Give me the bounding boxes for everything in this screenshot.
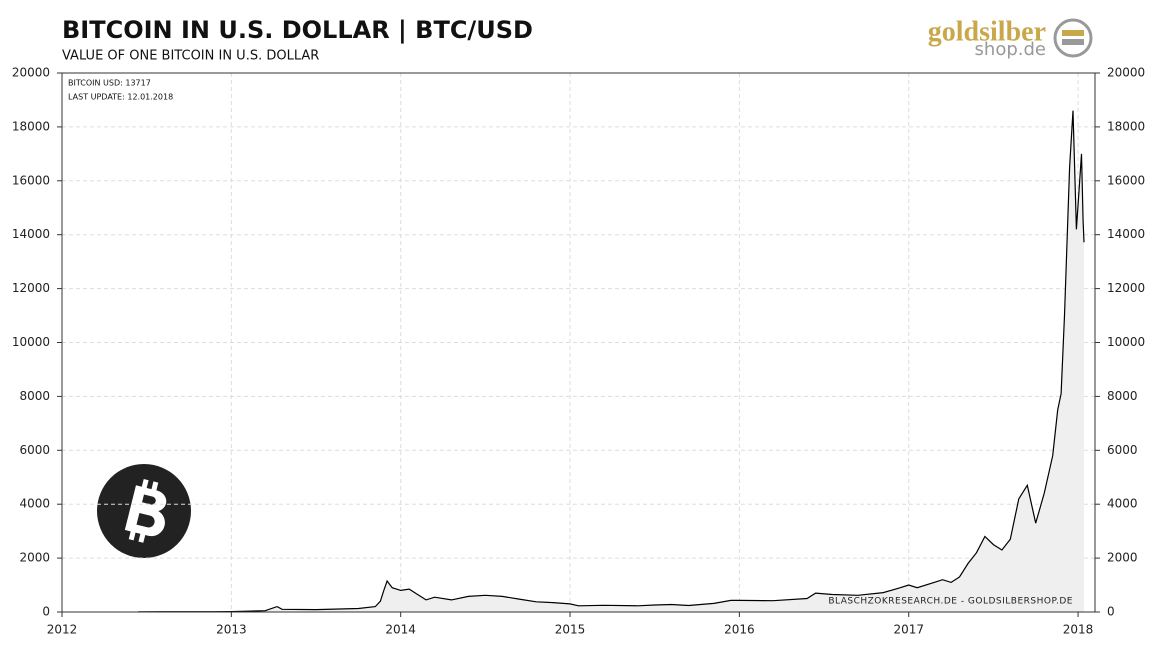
y-tick-label: 14000 bbox=[1107, 227, 1145, 241]
area bbox=[138, 110, 1084, 612]
x-tick-label: 2015 bbox=[555, 623, 586, 637]
x-tick-label: 2017 bbox=[893, 623, 924, 637]
y-tick-label: 4000 bbox=[19, 497, 50, 511]
logo-text: goldsilber bbox=[928, 16, 1046, 47]
logo-icon bbox=[1053, 18, 1093, 58]
source: BLASCHZOKRESEARCH.DE - GOLDSILBERSHOP.DE bbox=[828, 597, 1073, 607]
y-tick-label: 18000 bbox=[12, 119, 50, 133]
y-tick-label: 8000 bbox=[1107, 389, 1138, 403]
y-tick-label: 0 bbox=[1107, 605, 1115, 619]
y-tick-label: 20000 bbox=[1107, 66, 1145, 80]
y-tick-label: 6000 bbox=[19, 443, 50, 457]
y-tick-label: 2000 bbox=[1107, 551, 1138, 565]
annotation: BITCOIN USD: 13717 bbox=[68, 79, 151, 88]
y-tick-label: 0 bbox=[42, 605, 50, 619]
y-tick-label: 10000 bbox=[1107, 335, 1145, 349]
chart-title: BITCOIN IN U.S. DOLLAR | BTC/USD bbox=[62, 16, 533, 44]
y-tick-label: 14000 bbox=[12, 227, 50, 241]
bitcoin-icon bbox=[97, 464, 191, 558]
logo-text: shop.de bbox=[975, 39, 1046, 60]
y-tick-label: 18000 bbox=[1107, 119, 1145, 133]
x-tick-label: 2014 bbox=[385, 623, 416, 637]
y-tick-label: 16000 bbox=[12, 173, 50, 187]
y-tick-label: 12000 bbox=[12, 281, 50, 295]
chart-subtitle: VALUE OF ONE BITCOIN IN U.S. DOLLAR bbox=[62, 49, 319, 64]
x-tick-label: 2018 bbox=[1063, 623, 1094, 637]
line bbox=[138, 110, 1085, 613]
y-tick-label: 12000 bbox=[1107, 281, 1145, 295]
y-tick-label: 16000 bbox=[1107, 173, 1145, 187]
y-tick-label: 2000 bbox=[19, 551, 50, 565]
y-tick-label: 10000 bbox=[12, 335, 50, 349]
y-tick-label: 6000 bbox=[1107, 443, 1138, 457]
y-tick-label: 20000 bbox=[12, 66, 50, 80]
x-tick-label: 2012 bbox=[47, 623, 78, 637]
plot-frame bbox=[61, 72, 1096, 613]
y-tick-label: 4000 bbox=[1107, 497, 1138, 511]
annotation: LAST UPDATE: 12.01.2018 bbox=[68, 93, 173, 102]
x-tick-label: 2016 bbox=[724, 623, 755, 637]
y-tick-label: 8000 bbox=[19, 389, 50, 403]
x-tick-label: 2013 bbox=[216, 623, 247, 637]
